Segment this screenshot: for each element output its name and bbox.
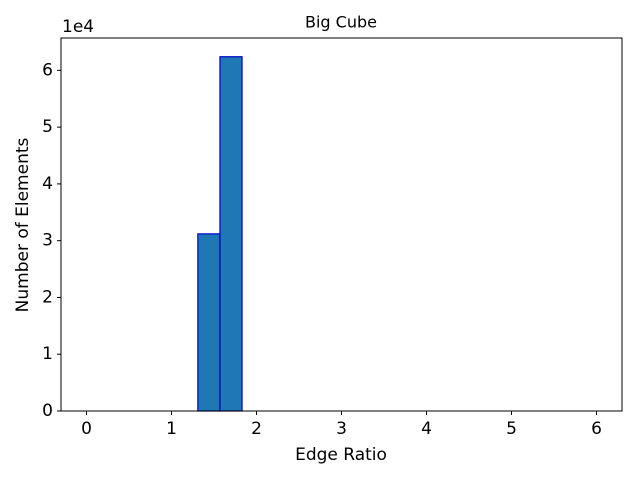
x-tick-label: 5 [506, 419, 517, 439]
bar [197, 233, 221, 412]
x-tick-label: 1 [166, 419, 177, 439]
y-tick-label: 2 [42, 287, 53, 307]
x-tick-label: 3 [336, 419, 347, 439]
y-tick-label: 4 [42, 174, 53, 194]
x-tick-label: 6 [591, 419, 602, 439]
y-tick-label: 6 [42, 60, 53, 80]
y-offset-label: 1e4 [62, 17, 94, 37]
x-tick-label: 2 [251, 419, 262, 439]
y-tick-label: 5 [42, 117, 53, 137]
x-axis-label: Edge Ratio [295, 445, 387, 465]
y-tick-label: 1 [42, 344, 53, 364]
y-tick-label: 0 [42, 401, 53, 421]
plot-frame [60, 37, 623, 412]
x-tick-label: 0 [81, 419, 92, 439]
y-axis-label: Number of Elements [13, 138, 33, 313]
chart-title: Big Cube [305, 13, 377, 32]
y-tick-label: 3 [42, 231, 53, 251]
bar [219, 56, 243, 412]
x-tick-label: 4 [421, 419, 432, 439]
